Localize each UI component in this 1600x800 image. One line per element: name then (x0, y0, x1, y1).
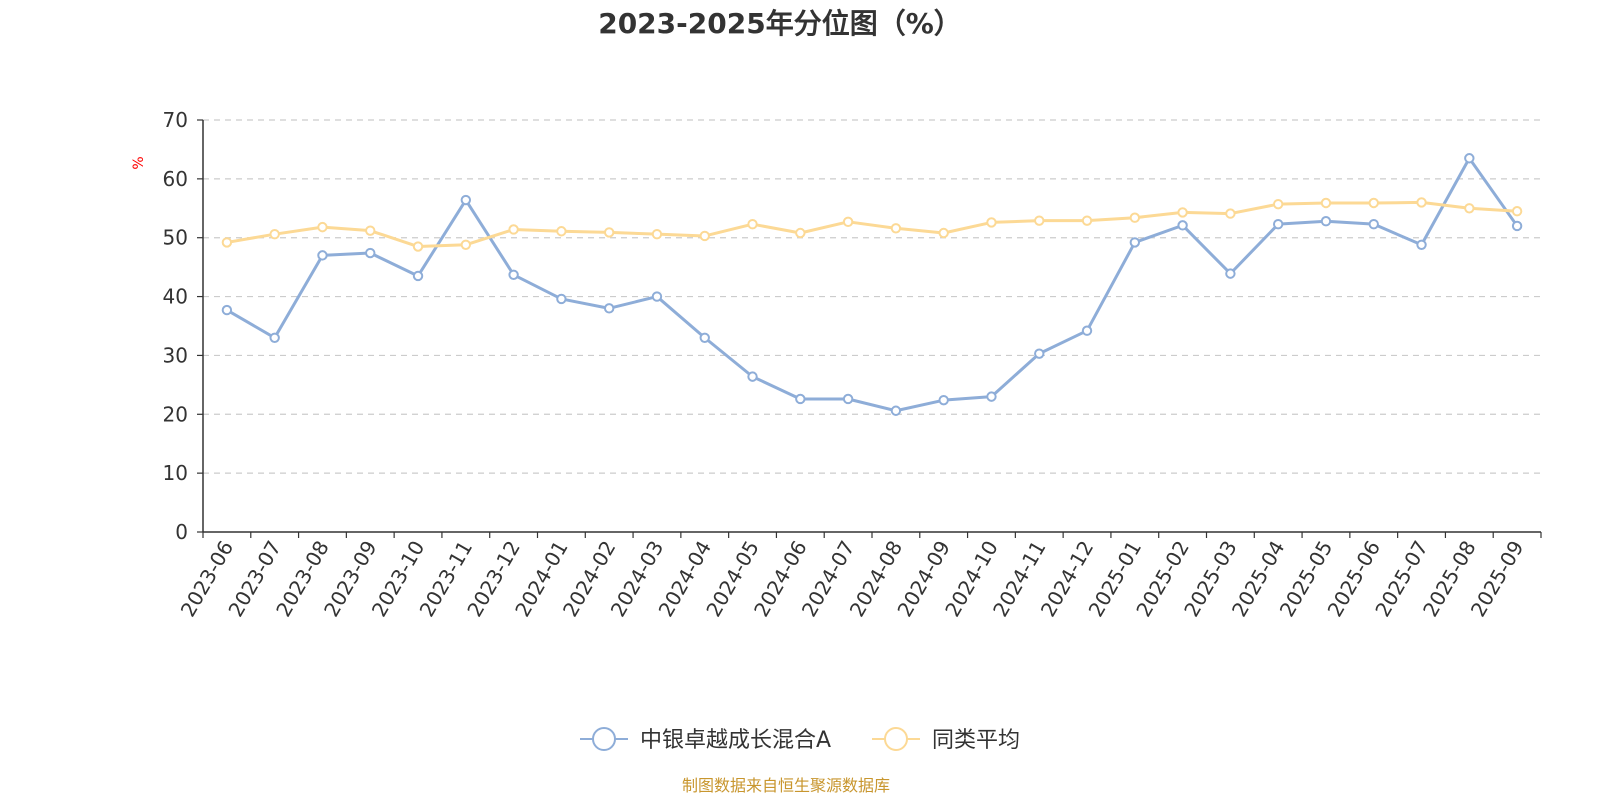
data-point (1225, 208, 1236, 219)
data-point (1177, 220, 1188, 231)
legend-label: 中银卓越成长混合A (640, 728, 831, 753)
data-point (651, 291, 663, 302)
data-point (1034, 215, 1045, 226)
data-point (938, 394, 949, 406)
data-point (1511, 220, 1523, 232)
data-point (1081, 215, 1093, 226)
data-point (508, 224, 519, 235)
data-point (1464, 153, 1475, 164)
data-point (365, 225, 376, 236)
data-point (1416, 197, 1427, 208)
data-point (412, 270, 424, 282)
data-point (1225, 268, 1236, 279)
y-tick-label: 60 (163, 167, 188, 191)
data-point (1320, 197, 1332, 209)
legend-marker (884, 727, 908, 751)
data-point (890, 223, 902, 234)
data-point (1129, 212, 1141, 223)
data-point (221, 237, 233, 248)
data-point (269, 228, 280, 240)
legend-item[interactable]: 中银卓越成长混合A (580, 727, 831, 753)
data-point (1272, 198, 1284, 210)
data-point (1081, 325, 1093, 336)
legend[interactable]: 中银卓越成长混合A 同类平均 (580, 727, 1020, 753)
data-point (699, 230, 710, 242)
y-tick-label: 70 (163, 108, 188, 132)
data-point (651, 228, 663, 240)
data-point (747, 371, 758, 382)
y-tick-label: 20 (163, 402, 188, 426)
data-source-note: 制图数据来自恒生聚源数据库 (682, 776, 890, 795)
y-tick-label: 30 (163, 343, 188, 367)
data-point (556, 226, 567, 237)
data-point (795, 227, 806, 239)
series-line (226, 200, 1518, 249)
data-point (1320, 216, 1332, 227)
legend-marker (592, 727, 616, 751)
data-point (1177, 207, 1188, 218)
y-tick-label: 50 (163, 226, 188, 250)
data-point (603, 227, 615, 238)
data-point (1129, 237, 1141, 248)
series-line (226, 156, 1519, 413)
y-tick-label: 10 (163, 461, 188, 485)
data-point (460, 194, 472, 206)
data-point (269, 332, 280, 343)
grid-lines (203, 119, 1541, 474)
data-point (699, 332, 710, 343)
data-point (938, 227, 949, 239)
legend-label: 同类平均 (932, 728, 1020, 753)
data-point (412, 241, 424, 252)
y-axis-unit-label: % (131, 156, 147, 169)
chart-title: 2023-2025年分位图（%） (598, 7, 962, 40)
data-point (221, 304, 233, 316)
data-point (317, 221, 328, 233)
data-point (1368, 197, 1379, 209)
data-point (556, 293, 567, 305)
legend-item[interactable]: 同类平均 (872, 727, 1020, 753)
data-point (747, 218, 758, 230)
data-point (842, 393, 854, 405)
y-tick-label: 0 (175, 520, 188, 544)
data-point (1368, 218, 1379, 230)
data-point (1416, 239, 1427, 250)
data-point (890, 405, 902, 416)
y-axis-ticks: 0 10 20 30 40 50 60 70 (163, 108, 203, 544)
data-point (508, 269, 519, 280)
data-point (986, 391, 997, 402)
data-point (1464, 203, 1475, 214)
y-tick-label: 40 (163, 285, 188, 309)
axes (202, 120, 1541, 533)
x-axis-ticks: 2023-062023-072023-082023-092023-102023-… (176, 532, 1542, 621)
data-point (317, 250, 328, 261)
data-point (1272, 218, 1284, 230)
data-point (1511, 206, 1523, 217)
data-point (1034, 348, 1045, 359)
data-point (795, 393, 806, 405)
data-point (365, 247, 376, 259)
series-lines (221, 153, 1523, 416)
data-point (460, 239, 472, 250)
data-point (986, 217, 997, 228)
data-point (842, 216, 854, 228)
data-point (603, 303, 615, 314)
